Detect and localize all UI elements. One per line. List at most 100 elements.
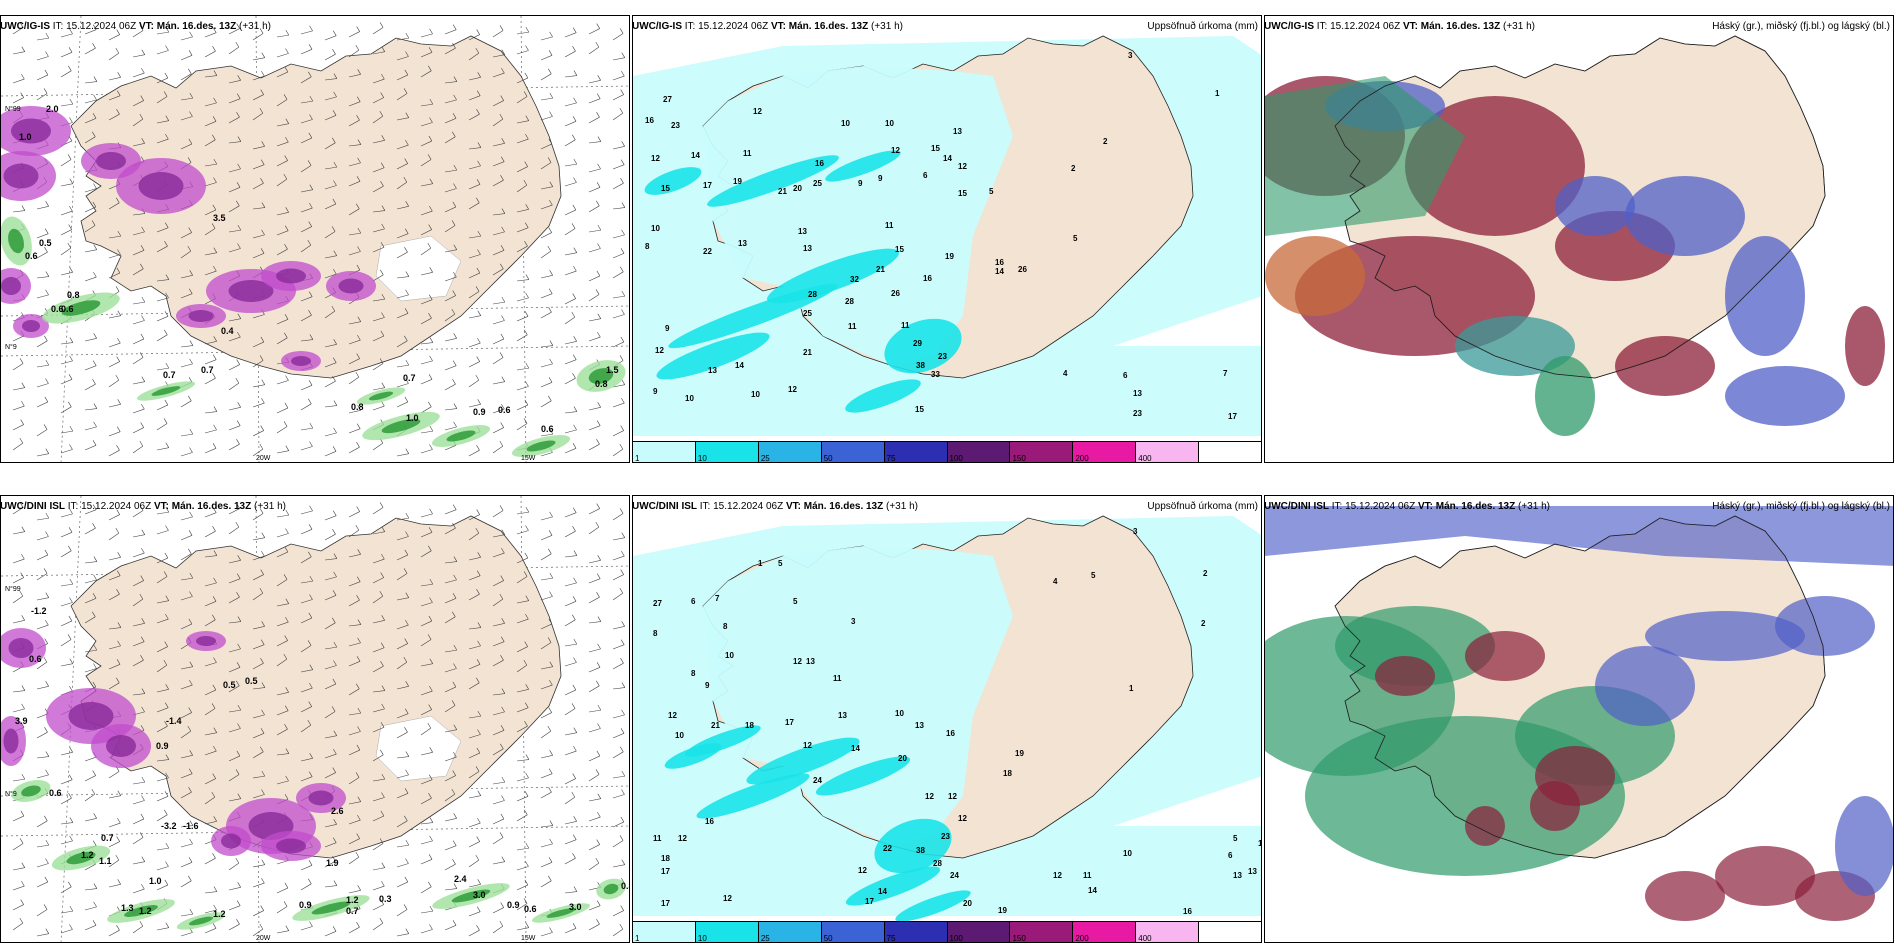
colorbar-segment: 50: [821, 922, 885, 942]
precip-accum-label: 16: [1183, 907, 1192, 916]
precip-accum-label: 17: [661, 867, 670, 876]
lead-time: (+31 h): [239, 21, 271, 32]
precip-accum-label: 26: [1018, 265, 1027, 274]
init-time: IT: 15.12.2024 06Z: [1331, 501, 1416, 512]
valid-time: Mán. 16.des. 13Z: [803, 501, 884, 512]
precip-accum-label: 14: [1088, 886, 1097, 895]
panel-header: UWC/IG-IS IT: 15.12.2024 06Z VT: Mán. 16…: [1264, 19, 1894, 35]
precip-accum-label: 19: [998, 906, 1007, 915]
precip-accum-label: 17: [865, 897, 874, 906]
precip-accum-label: 23: [1133, 409, 1142, 418]
precip-accum-label: 16: [923, 274, 932, 283]
precip-accum-label: 16: [815, 159, 824, 168]
precip-accum-label: 12: [723, 894, 732, 903]
valid-time-label: VT:: [153, 501, 169, 512]
colorbar-tick-label: 10: [697, 934, 707, 943]
colorbar-segment: [1199, 922, 1261, 942]
axis-label: N°99: [5, 105, 21, 113]
precip-accum-label: 18: [661, 854, 670, 863]
precip-accum-label: 23: [941, 832, 950, 841]
precip-value-label: -3.2: [161, 821, 177, 831]
precip-accum-label: 12: [668, 711, 677, 720]
colorbar-tick-label: 25: [760, 454, 770, 463]
precip-accum-label: 15: [661, 184, 670, 193]
precip-accum-label: 12: [1053, 871, 1062, 880]
panel-wind-igis: 2.0 1.0 0.5 0.6 0.8 0.6 0.6 3.5 0.4 0.7 0.7 0.8 1.0 0…: [0, 15, 630, 463]
precip-accum-label: 21: [876, 265, 885, 274]
precip-value-label: 0.8: [595, 379, 608, 389]
precip-accum-label: 5: [989, 187, 994, 196]
rain-streaks: [11, 780, 626, 930]
precip-accum-label: 10: [751, 390, 760, 399]
init-time: IT: 15.12.2024 06Z: [1316, 21, 1401, 32]
model-name: UWC/DINI ISL: [632, 501, 697, 512]
precip-accum-label: 12: [958, 814, 967, 823]
precip-value-label: 0.7: [101, 833, 114, 843]
precip-value-label: 3.9: [15, 716, 28, 726]
precip-accum-label: 18: [1003, 769, 1012, 778]
precip-accum-label: 13: [738, 239, 747, 248]
precip-value-label: 0.5: [223, 680, 236, 690]
precip-accum-label: 10: [675, 731, 684, 740]
colorbar-segment: 25: [758, 922, 822, 942]
precip-accum-label: 14: [735, 361, 744, 370]
precip-value-label: -1.6: [183, 821, 199, 831]
colorbar-tick-label: 10: [697, 454, 707, 463]
precip-accum-label: 12: [788, 385, 797, 394]
iceland-coastline: [1334, 515, 1826, 859]
panel-header: UWC/IG-IS IT: 15.12.2024 06Z VT: Mán. 16…: [0, 19, 630, 35]
precip-accum-label: 12: [651, 154, 660, 163]
precip-value-label: 1.2: [81, 850, 94, 860]
precip-value-label: 3.0: [569, 902, 582, 912]
precip-accum-label: 25: [813, 179, 822, 188]
panel-title: Háský (gr.), miðský (fj.bl.) og lágský (…: [1712, 501, 1890, 512]
precip-accum-label: 12: [678, 834, 687, 843]
precip-value-label: 0.5: [245, 676, 258, 686]
precip-accum-label: 18: [745, 721, 754, 730]
precip-accum-label: 8: [653, 629, 658, 638]
precip-accum-label: 13: [803, 244, 812, 253]
precip-value-label: 1.2: [346, 895, 359, 905]
cloud-layers: [1265, 76, 1885, 436]
precip-accum-label: 12: [793, 657, 802, 666]
precip-value-label: 2.4: [454, 874, 467, 884]
precip-accum-label: 3: [1128, 51, 1133, 60]
precip-value-label: 2.0: [46, 104, 59, 114]
precip-accum-label: 17: [785, 718, 794, 727]
precip-accum-label: 12: [803, 741, 812, 750]
precip-value-label: 0.9: [473, 407, 486, 417]
lead-time: (+31 h): [1503, 21, 1535, 32]
colorbar-tick-label: 400: [1138, 454, 1152, 463]
axis-label: N°9: [5, 343, 17, 351]
precip-accum-label: 10: [841, 119, 850, 128]
precip-over-land: [703, 546, 1013, 846]
colorbar-tick-label: 150: [1012, 934, 1026, 943]
colorbar-segment: 50: [821, 442, 885, 463]
axis-label: N°99: [5, 585, 21, 593]
precip-accum-label: 21: [778, 187, 787, 196]
precip-value-label: 0.9: [507, 900, 520, 910]
precip-accum-label: 20: [898, 754, 907, 763]
precip-value-label: 0.7: [403, 373, 416, 383]
valid-time-label: VT:: [1402, 21, 1418, 32]
precip-accum-label: 3: [851, 617, 856, 626]
precip-value-label: 1.9: [326, 858, 339, 868]
colorbar-segment: 10: [695, 922, 759, 943]
precip-accum-label: 11: [885, 221, 894, 230]
precip-accum-label: 10: [895, 709, 904, 718]
valid-time: Mán. 16.des. 13Z: [1435, 501, 1516, 512]
precip-value-label: 0.6: [524, 904, 537, 914]
colorbar-segment: 150: [1010, 922, 1074, 943]
precip-value-label: 0.6: [541, 424, 554, 434]
precip-accum-label: 17: [661, 899, 670, 908]
precip-accum-label: 11: [901, 321, 910, 330]
precip-blobs: [1, 106, 376, 371]
precip-accum-label: 27: [663, 95, 672, 104]
colorbar-tick-label: 50: [823, 454, 833, 463]
colorbar-segment: 400: [1136, 922, 1200, 942]
precip-value-label: 0.6: [49, 788, 62, 798]
precip-accum-label: 33: [931, 370, 940, 379]
precip-accum-label: 11: [848, 322, 857, 331]
panel-title: Háský (gr.), miðský (fj.bl.) og lágský (…: [1712, 21, 1890, 32]
precip-accum-label: 22: [703, 247, 712, 256]
